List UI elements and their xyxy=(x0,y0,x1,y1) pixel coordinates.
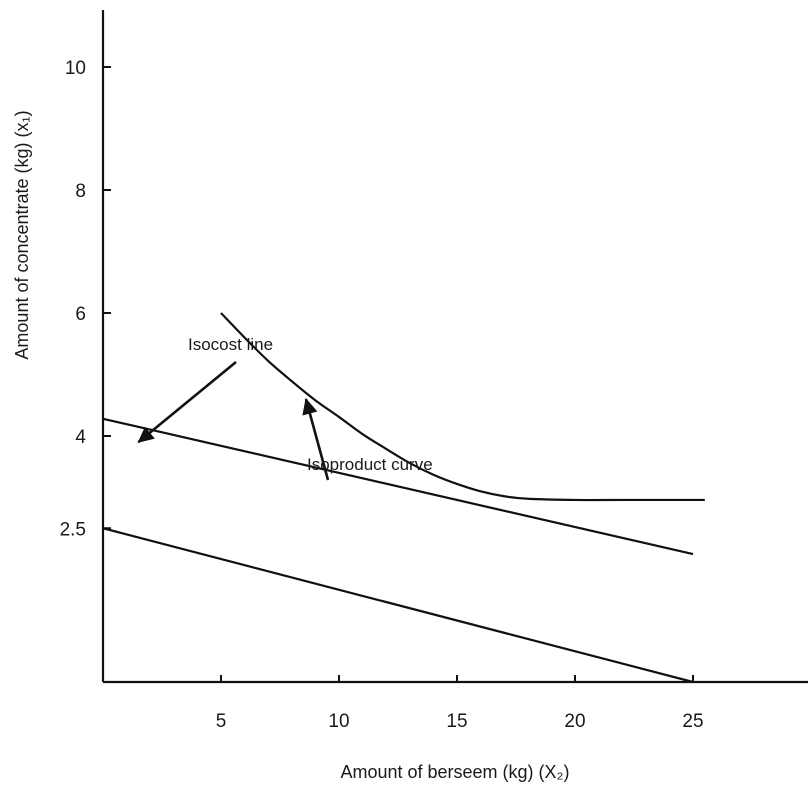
y-tick-label: 4 xyxy=(75,427,86,448)
x-tick-label: 20 xyxy=(564,711,585,732)
isocost-upper-line xyxy=(102,417,694,556)
annotations: Isocost line Isoproduct curve xyxy=(137,335,433,481)
isoproduct-arrowhead xyxy=(302,397,318,416)
y-tick-label: 8 xyxy=(75,181,86,202)
x-tick-label: 5 xyxy=(216,711,227,732)
y-tick-label: 6 xyxy=(75,304,86,325)
isocost-arrow xyxy=(137,360,237,444)
isoproduct-label: Isoproduct curve xyxy=(307,455,433,474)
x-tick-label: 25 xyxy=(682,711,703,732)
isocost-label: Isocost line xyxy=(188,335,273,354)
y-axis-title: Amount of concentrate (kg) (x₁) xyxy=(12,110,32,359)
y-tick-label: 10 xyxy=(65,58,86,79)
x-tick-label: 10 xyxy=(328,711,349,732)
isocost-lower-line xyxy=(102,527,694,684)
x-tick-label: 15 xyxy=(446,711,467,732)
x-axis-title: Amount of berseem (kg) (X₂) xyxy=(340,762,569,782)
isoproduct-line xyxy=(220,312,705,502)
series xyxy=(102,312,705,684)
y-tick-label: 2.5 xyxy=(60,519,86,540)
isocost-arrowhead xyxy=(137,426,155,443)
